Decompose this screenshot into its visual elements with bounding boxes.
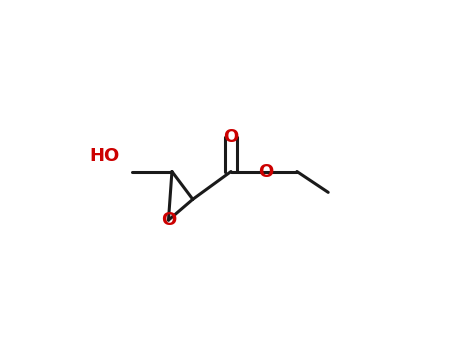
- Text: O: O: [223, 128, 238, 146]
- Text: HO: HO: [89, 147, 119, 165]
- Text: O: O: [258, 162, 273, 181]
- Text: O: O: [161, 211, 176, 229]
